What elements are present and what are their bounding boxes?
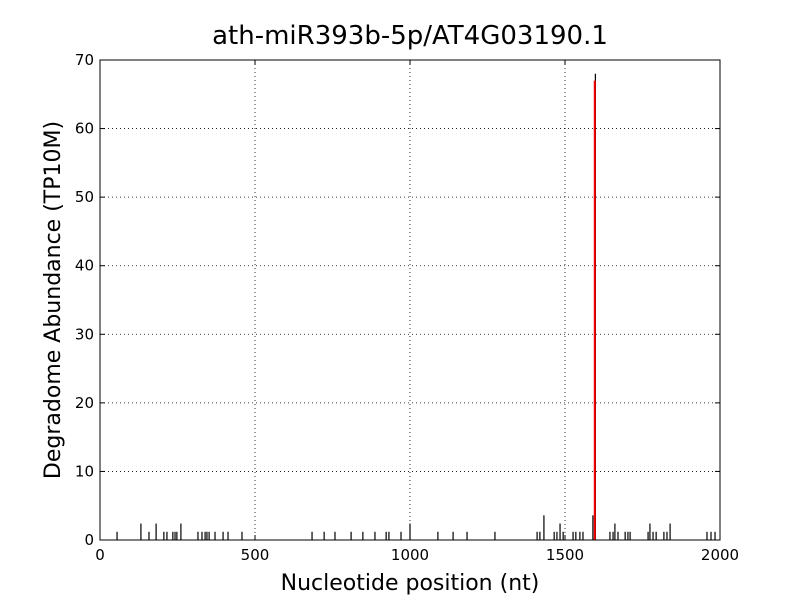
x-tick-label: 2000 [701,546,739,564]
y-tick-label: 50 [75,188,94,206]
y-tick-label: 20 [75,394,94,412]
y-tick-label: 70 [75,51,94,69]
y-tick-label: 0 [84,531,94,549]
x-tick-label: 1500 [546,546,584,564]
chart-title: ath-miR393b-5p/AT4G03190.1 [212,21,608,51]
x-tick-label: 500 [241,546,270,564]
y-axis-label: Degradome Abundance (TP10M) [41,121,66,479]
x-tick-label: 0 [95,546,105,564]
y-tick-label: 40 [75,257,94,275]
x-tick-label: 1000 [391,546,429,564]
x-axis-label: Nucleotide position (nt) [281,571,540,596]
y-tick-label: 30 [75,325,94,343]
y-tick-label: 60 [75,120,94,138]
y-tick-label: 10 [75,462,94,480]
plot-frame [99,59,721,541]
